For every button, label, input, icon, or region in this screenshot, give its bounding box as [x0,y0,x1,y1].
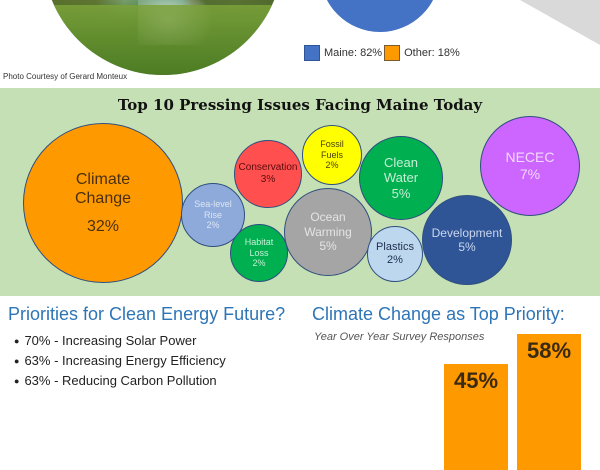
bubble-label: Rise [203,209,222,220]
bubble-label: Ocean [310,210,346,225]
bubble-label: Change [74,190,132,208]
coastal-photo [43,0,283,75]
bubble-label: Loss [249,247,269,258]
bubble-development: Development 5% [422,195,512,285]
bubble-label: Water [383,170,419,186]
bubble-habitat-loss: Habitat Loss 2% [230,224,288,282]
issues-title: Top 10 Pressing Issues Facing Maine Toda… [117,96,483,114]
bubble-percent: 2% [206,220,220,231]
priorities-title: Priorities for Clean Energy Future? [8,304,286,324]
bubble-label: Climate [75,171,131,189]
bubble-percent: 32% [86,217,120,235]
legend-label-other: Other: 18% [404,47,460,59]
bubble-percent: 2% [252,258,266,269]
bubble-conservation: Conservation 3% [234,140,302,208]
bubble-label: Fossil [320,138,344,149]
bubble-label: Plastics [376,240,414,253]
climate-priority-title: Climate Change as Top Priority: [312,304,565,324]
bubble-percent: 7% [519,166,541,182]
bubble-fossil-fuels: Fossil Fuels 2% [302,125,362,185]
photo-grass [43,5,283,75]
bubble-label: Development [431,225,503,240]
bubble-label: Habitat [244,236,274,247]
bar-data-label: 45% [453,368,499,394]
bar-0: 45% [444,364,508,470]
bubble-label: NECEC [505,149,555,166]
bar-data-label: 58% [526,337,572,363]
legend-swatch-other [384,45,401,61]
legend-swatch-maine [304,45,320,61]
priority-item: 63% - Increasing Energy Efficiency [14,351,225,371]
pie-legend: Maine: 82% Other: 18% [304,45,460,61]
bubble-percent: 5% [319,239,337,254]
bubble-label: Conservation [238,162,298,173]
bubble-percent: 2% [387,254,403,266]
decorative-gray-shape [520,0,600,45]
priority-item: 70% - Increasing Solar Power [14,331,226,351]
bubble-percent: 2% [325,160,339,171]
bubble-percent: 3% [260,174,276,185]
climate-priority-subtitle: Year Over Year Survey Responses [314,331,485,343]
bubble-plastics: Plastics 2% [367,226,423,282]
bubble-clean-water: Clean Water 5% [359,136,443,220]
bubble-percent: 5% [391,185,411,201]
bubble-climate-change: Climate Change 32% [23,123,183,283]
bubble-ocean-warming: Ocean Warming 5% [284,188,372,276]
bar-1: 58% [517,333,581,470]
bubble-label: Warming [304,224,352,239]
priority-item: 63% - Reducing Carbon Pollution [14,371,226,391]
priorities-list: 70% - Increasing Solar Power 63% - Incre… [14,331,226,391]
bubble-sea-level-rise: Sea-level Rise 2% [181,183,245,247]
bubble-percent: 5% [458,240,476,254]
bubble-label: Clean [384,154,418,170]
photo-credit: Photo Courtesy of Gerard Monteux [3,72,128,81]
legend-label-maine: Maine: 82% [324,47,383,59]
bubble-necec: NECEC 7% [480,116,580,216]
bubble-label: Sea-level [194,198,232,209]
bubble-label: Fuels [320,149,343,160]
